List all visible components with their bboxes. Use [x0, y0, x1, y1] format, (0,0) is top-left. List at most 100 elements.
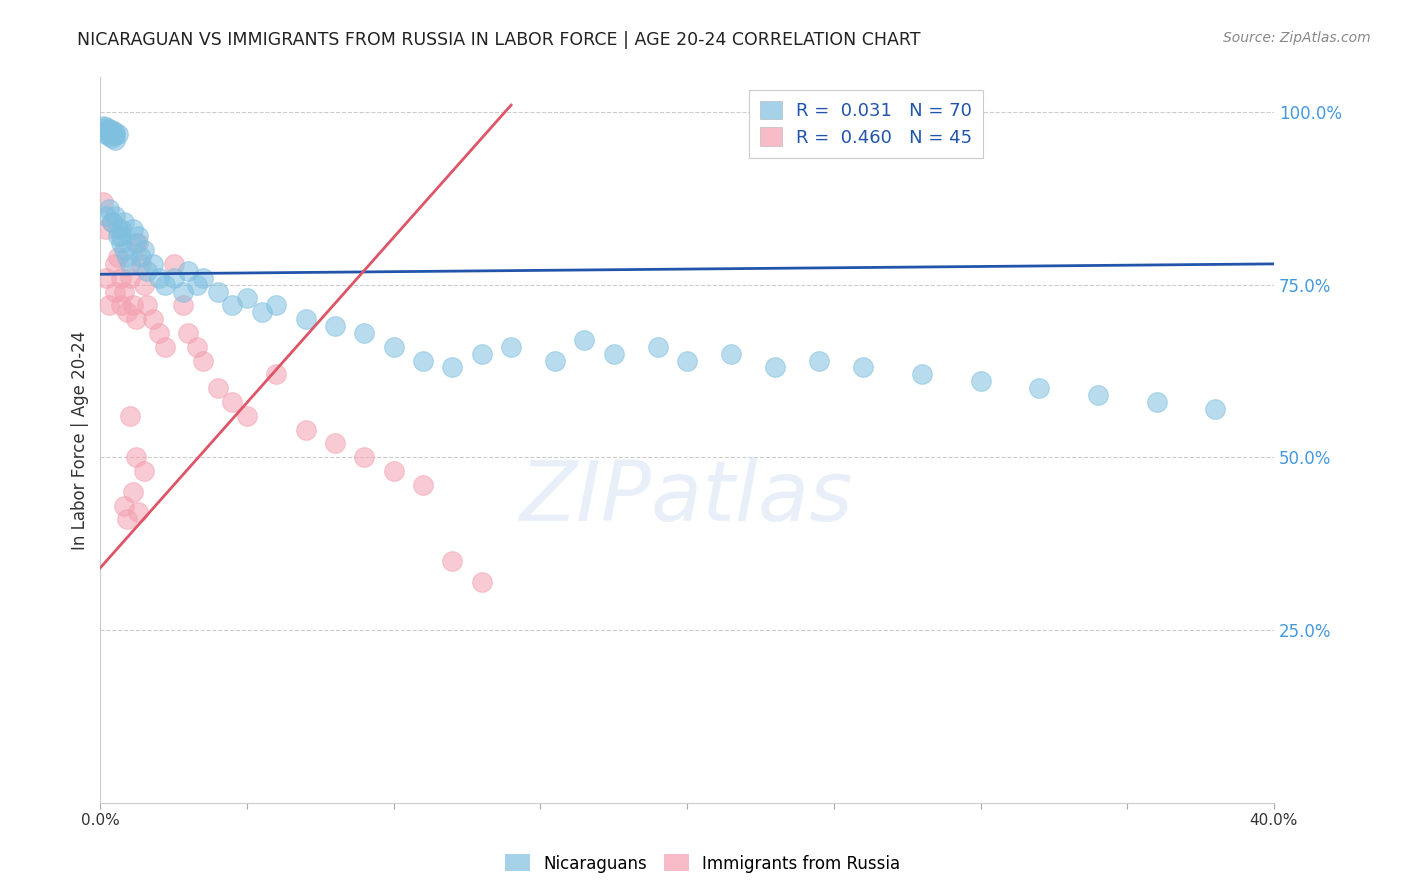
- Point: [969, 374, 991, 388]
- Point: [104, 125, 127, 139]
- Point: [353, 326, 375, 340]
- Point: [98, 298, 121, 312]
- Point: [121, 222, 143, 236]
- Point: [107, 222, 129, 236]
- Point: [104, 209, 127, 223]
- Point: [136, 264, 159, 278]
- Point: [441, 554, 464, 568]
- Point: [471, 574, 494, 589]
- Legend: Nicaraguans, Immigrants from Russia: Nicaraguans, Immigrants from Russia: [499, 847, 907, 880]
- Point: [112, 499, 135, 513]
- Point: [98, 126, 121, 140]
- Point: [128, 236, 150, 251]
- Point: [294, 423, 316, 437]
- Point: [236, 292, 259, 306]
- Point: [266, 298, 288, 312]
- Point: [107, 250, 129, 264]
- Point: [104, 132, 127, 146]
- Point: [136, 298, 159, 312]
- Point: [112, 215, 135, 229]
- Point: [128, 506, 150, 520]
- Text: ZIPatlas: ZIPatlas: [520, 458, 853, 539]
- Point: [574, 333, 596, 347]
- Point: [221, 298, 243, 312]
- Point: [544, 353, 567, 368]
- Point: [1087, 388, 1109, 402]
- Point: [96, 120, 118, 135]
- Point: [1204, 401, 1226, 416]
- Point: [172, 298, 194, 312]
- Point: [323, 319, 346, 334]
- Point: [110, 222, 132, 236]
- Point: [131, 250, 153, 264]
- Point: [221, 395, 243, 409]
- Point: [266, 368, 288, 382]
- Point: [91, 194, 114, 209]
- Point: [124, 450, 146, 465]
- Point: [720, 346, 742, 360]
- Point: [121, 484, 143, 499]
- Point: [191, 353, 214, 368]
- Legend: R =  0.031   N = 70, R =  0.460   N = 45: R = 0.031 N = 70, R = 0.460 N = 45: [749, 90, 983, 158]
- Point: [911, 368, 934, 382]
- Point: [163, 270, 186, 285]
- Point: [1028, 381, 1050, 395]
- Point: [96, 222, 118, 236]
- Point: [118, 270, 141, 285]
- Point: [98, 129, 121, 144]
- Point: [1146, 395, 1168, 409]
- Point: [134, 464, 156, 478]
- Point: [603, 346, 626, 360]
- Point: [101, 215, 124, 229]
- Point: [115, 305, 138, 319]
- Point: [471, 346, 494, 360]
- Point: [852, 360, 875, 375]
- Point: [808, 353, 831, 368]
- Point: [186, 277, 208, 292]
- Text: NICARAGUAN VS IMMIGRANTS FROM RUSSIA IN LABOR FORCE | AGE 20-24 CORRELATION CHAR: NICARAGUAN VS IMMIGRANTS FROM RUSSIA IN …: [77, 31, 921, 49]
- Point: [153, 277, 176, 292]
- Point: [501, 340, 523, 354]
- Point: [101, 215, 124, 229]
- Point: [110, 229, 132, 244]
- Point: [186, 340, 208, 354]
- Point: [101, 123, 124, 137]
- Point: [98, 121, 121, 136]
- Point: [104, 285, 127, 299]
- Point: [104, 257, 127, 271]
- Point: [412, 353, 434, 368]
- Point: [107, 127, 129, 141]
- Point: [110, 270, 132, 285]
- Point: [115, 250, 138, 264]
- Point: [107, 229, 129, 244]
- Point: [294, 312, 316, 326]
- Point: [382, 464, 405, 478]
- Point: [441, 360, 464, 375]
- Point: [207, 381, 229, 395]
- Point: [118, 409, 141, 423]
- Point: [96, 209, 118, 223]
- Point: [121, 298, 143, 312]
- Point: [148, 270, 170, 285]
- Point: [101, 130, 124, 145]
- Point: [112, 243, 135, 257]
- Point: [110, 298, 132, 312]
- Point: [177, 326, 200, 340]
- Point: [412, 478, 434, 492]
- Point: [763, 360, 786, 375]
- Point: [98, 202, 121, 216]
- Point: [323, 436, 346, 450]
- Point: [96, 127, 118, 141]
- Point: [207, 285, 229, 299]
- Point: [104, 128, 127, 143]
- Point: [163, 257, 186, 271]
- Point: [153, 340, 176, 354]
- Point: [236, 409, 259, 423]
- Point: [134, 243, 156, 257]
- Point: [128, 229, 150, 244]
- Point: [148, 326, 170, 340]
- Point: [91, 119, 114, 133]
- Y-axis label: In Labor Force | Age 20-24: In Labor Force | Age 20-24: [72, 330, 89, 549]
- Point: [142, 257, 165, 271]
- Point: [134, 277, 156, 292]
